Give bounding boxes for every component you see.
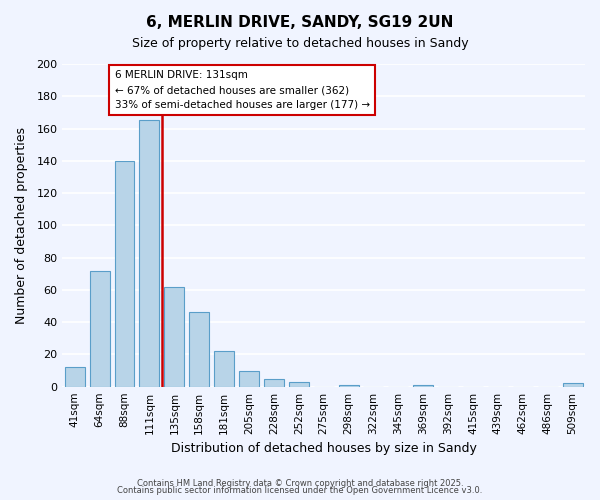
Bar bbox=[289, 382, 309, 386]
Text: Contains public sector information licensed under the Open Government Licence v3: Contains public sector information licen… bbox=[118, 486, 482, 495]
X-axis label: Distribution of detached houses by size in Sandy: Distribution of detached houses by size … bbox=[171, 442, 476, 455]
Bar bbox=[164, 286, 184, 386]
Bar bbox=[413, 385, 433, 386]
Bar bbox=[338, 385, 359, 386]
Bar bbox=[89, 270, 110, 386]
Bar bbox=[214, 351, 234, 386]
Text: Size of property relative to detached houses in Sandy: Size of property relative to detached ho… bbox=[131, 38, 469, 51]
Bar bbox=[563, 384, 583, 386]
Text: 6 MERLIN DRIVE: 131sqm
← 67% of detached houses are smaller (362)
33% of semi-de: 6 MERLIN DRIVE: 131sqm ← 67% of detached… bbox=[115, 70, 370, 110]
Bar bbox=[65, 368, 85, 386]
Bar bbox=[139, 120, 160, 386]
Bar bbox=[239, 370, 259, 386]
Text: 6, MERLIN DRIVE, SANDY, SG19 2UN: 6, MERLIN DRIVE, SANDY, SG19 2UN bbox=[146, 15, 454, 30]
Y-axis label: Number of detached properties: Number of detached properties bbox=[15, 127, 28, 324]
Text: Contains HM Land Registry data © Crown copyright and database right 2025.: Contains HM Land Registry data © Crown c… bbox=[137, 478, 463, 488]
Bar bbox=[264, 378, 284, 386]
Bar bbox=[115, 161, 134, 386]
Bar bbox=[189, 312, 209, 386]
